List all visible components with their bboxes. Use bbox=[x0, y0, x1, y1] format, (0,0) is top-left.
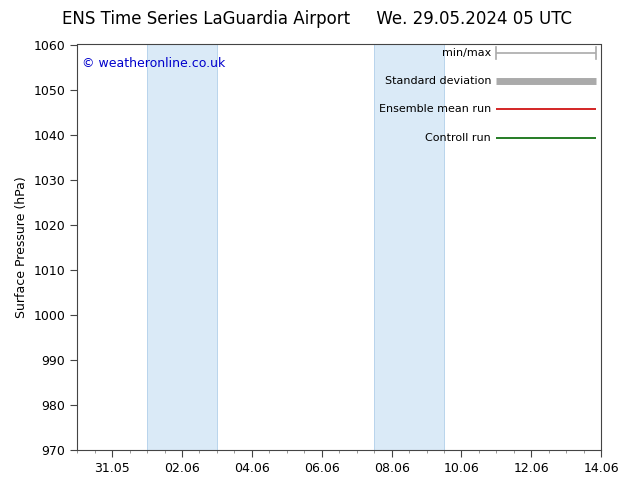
Text: Ensemble mean run: Ensemble mean run bbox=[379, 104, 491, 114]
Text: ENS Time Series LaGuardia Airport     We. 29.05.2024 05 UTC: ENS Time Series LaGuardia Airport We. 29… bbox=[62, 10, 572, 28]
Text: min/max: min/max bbox=[442, 48, 491, 58]
Text: Controll run: Controll run bbox=[425, 133, 491, 143]
Bar bbox=[147, 45, 217, 450]
Bar bbox=[374, 45, 444, 450]
Text: © weatheronline.co.uk: © weatheronline.co.uk bbox=[82, 57, 226, 70]
Y-axis label: Surface Pressure (hPa): Surface Pressure (hPa) bbox=[15, 176, 28, 318]
Text: Standard deviation: Standard deviation bbox=[385, 76, 491, 86]
